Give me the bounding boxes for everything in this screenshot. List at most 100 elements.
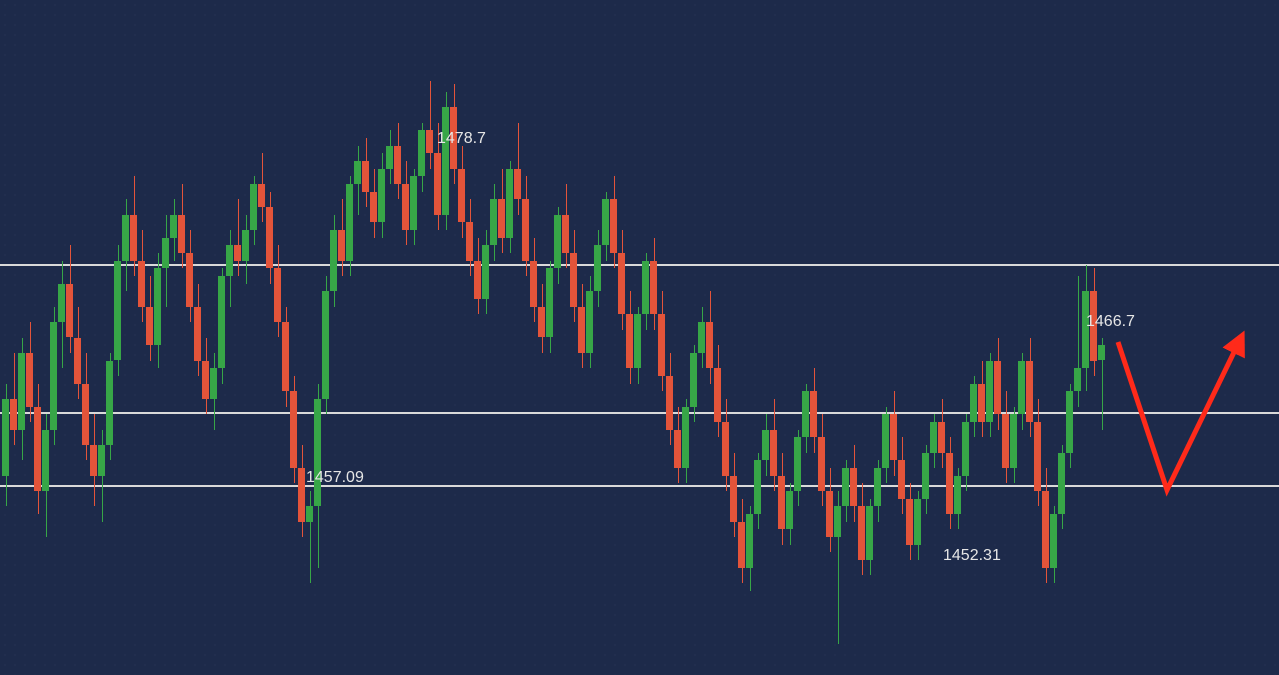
candle-body [1002, 414, 1009, 468]
candle-body [1098, 345, 1105, 360]
candle-body [1074, 368, 1081, 391]
candle-body [970, 384, 977, 422]
candle-body [834, 506, 841, 537]
candle-body [474, 261, 481, 299]
candle-body [106, 361, 113, 445]
candle-body [234, 245, 241, 260]
candle-body [674, 430, 681, 468]
candle-body [650, 261, 657, 315]
candle-body [762, 430, 769, 461]
price-label: 1478.7 [437, 130, 486, 148]
candle-body [122, 215, 129, 261]
candle-body [714, 368, 721, 422]
candle-body [162, 238, 169, 269]
price-label: 1457.09 [306, 469, 364, 487]
candle-body [730, 476, 737, 522]
candle-body [194, 307, 201, 361]
candle-body [962, 422, 969, 476]
candle-body [1018, 361, 1025, 415]
candle-body [722, 422, 729, 476]
candle-body [906, 499, 913, 545]
horizontal-line [0, 485, 1279, 487]
candle-body [858, 506, 865, 560]
candle-body [922, 453, 929, 499]
candle-body [794, 437, 801, 491]
candle-body [354, 161, 361, 184]
price-label: 1466.7 [1086, 313, 1135, 331]
candle-body [66, 284, 73, 338]
candle-body [330, 230, 337, 291]
candle-body [482, 245, 489, 299]
candle-body [626, 314, 633, 368]
candle-body [882, 414, 889, 468]
candle-body [914, 499, 921, 545]
candle-wick [430, 81, 431, 168]
candle-body [1066, 391, 1073, 452]
candle-body [570, 253, 577, 307]
candle-body [434, 153, 441, 214]
candle-body [10, 399, 17, 430]
candle-body [426, 130, 433, 153]
candle-wick [102, 430, 103, 522]
candle-body [1050, 514, 1057, 568]
candle-body [530, 261, 537, 307]
candle-body [738, 522, 745, 568]
candle-body [1042, 491, 1049, 568]
candle-body [610, 199, 617, 253]
candle-body [602, 199, 609, 245]
candle-body [266, 207, 273, 268]
candle-body [346, 184, 353, 261]
candle-body [682, 407, 689, 468]
candle-body [242, 230, 249, 261]
candle-body [594, 245, 601, 291]
candle-body [522, 199, 529, 260]
candle-body [114, 261, 121, 361]
candle-body [706, 322, 713, 368]
candle-body [1034, 422, 1041, 491]
candle-body [410, 176, 417, 230]
candle-body [394, 146, 401, 184]
candle-body [954, 476, 961, 514]
candle-body [874, 468, 881, 506]
candle-body [298, 468, 305, 522]
candle-body [842, 468, 849, 506]
candle-body [218, 276, 225, 368]
candle-body [514, 169, 521, 200]
candle-body [458, 169, 465, 223]
candle-body [754, 460, 761, 514]
candle-body [258, 184, 265, 207]
candle-body [698, 322, 705, 353]
candle-body [778, 476, 785, 530]
candle-body [58, 284, 65, 322]
candle-body [2, 399, 9, 476]
candle-body [362, 161, 369, 192]
candle-body [546, 268, 553, 337]
candle-body [402, 184, 409, 230]
candle-body [210, 368, 217, 399]
candle-body [578, 307, 585, 353]
candle-body [978, 384, 985, 422]
candle-body [818, 437, 825, 491]
candle-body [138, 261, 145, 307]
candle-body [74, 338, 81, 384]
candle-body [898, 460, 905, 498]
candle-body [810, 391, 817, 437]
candle-body [90, 445, 97, 476]
candle-body [666, 376, 673, 430]
candle-body [658, 314, 665, 375]
candle-body [186, 253, 193, 307]
candle-body [418, 130, 425, 176]
candle-body [618, 253, 625, 314]
candle-body [890, 414, 897, 460]
candle-body [498, 199, 505, 237]
candlestick-chart[interactable]: 1478.7 1457.09 1452.31 1466.7 [0, 0, 1279, 675]
candle-body [946, 453, 953, 514]
price-label: 1452.31 [943, 547, 1001, 565]
candle-body [98, 445, 105, 476]
candle-body [538, 307, 545, 338]
candle-body [170, 215, 177, 238]
candle-body [226, 245, 233, 276]
candle-body [690, 353, 697, 407]
candle-body [1058, 453, 1065, 514]
candle-body [82, 384, 89, 445]
